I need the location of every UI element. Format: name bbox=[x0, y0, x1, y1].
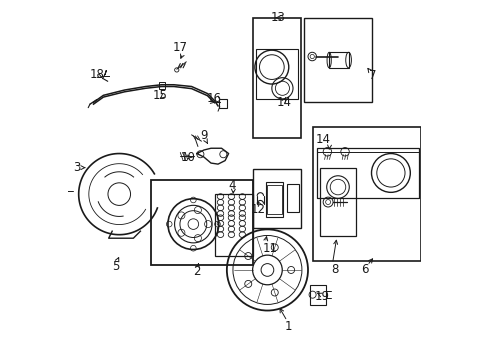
Bar bbox=[159, 82, 165, 89]
Text: 11: 11 bbox=[263, 242, 277, 255]
Bar bbox=[219, 99, 226, 108]
Text: 18: 18 bbox=[90, 68, 104, 81]
Bar bbox=[309, 285, 325, 305]
Bar bbox=[256, 49, 298, 99]
Text: 7: 7 bbox=[368, 69, 376, 82]
Text: 14: 14 bbox=[315, 133, 330, 146]
Text: 17: 17 bbox=[172, 41, 187, 54]
Text: 13: 13 bbox=[270, 11, 285, 24]
Text: 1: 1 bbox=[284, 320, 291, 333]
Text: 2: 2 bbox=[193, 265, 201, 278]
Text: 16: 16 bbox=[206, 93, 221, 105]
Bar bbox=[151, 180, 253, 265]
Text: 10: 10 bbox=[180, 150, 195, 163]
Text: 3: 3 bbox=[73, 161, 81, 174]
Text: 15: 15 bbox=[152, 89, 167, 102]
Polygon shape bbox=[197, 148, 228, 164]
Text: 19: 19 bbox=[313, 290, 328, 303]
Bar bbox=[286, 184, 299, 212]
Text: 9: 9 bbox=[200, 129, 207, 143]
Bar bbox=[253, 170, 300, 228]
Bar bbox=[320, 168, 355, 237]
Bar bbox=[214, 194, 253, 256]
Bar bbox=[265, 182, 283, 217]
Text: 4: 4 bbox=[228, 179, 235, 192]
Bar bbox=[253, 18, 300, 138]
Bar bbox=[267, 185, 281, 213]
Text: 6: 6 bbox=[360, 264, 367, 276]
Bar bbox=[304, 18, 371, 102]
Bar bbox=[328, 52, 348, 68]
Text: 14: 14 bbox=[277, 96, 291, 109]
Text: 5: 5 bbox=[112, 260, 120, 273]
Text: 8: 8 bbox=[330, 264, 338, 276]
Bar bbox=[313, 127, 420, 261]
Text: 12: 12 bbox=[250, 203, 265, 216]
Bar bbox=[316, 148, 418, 198]
